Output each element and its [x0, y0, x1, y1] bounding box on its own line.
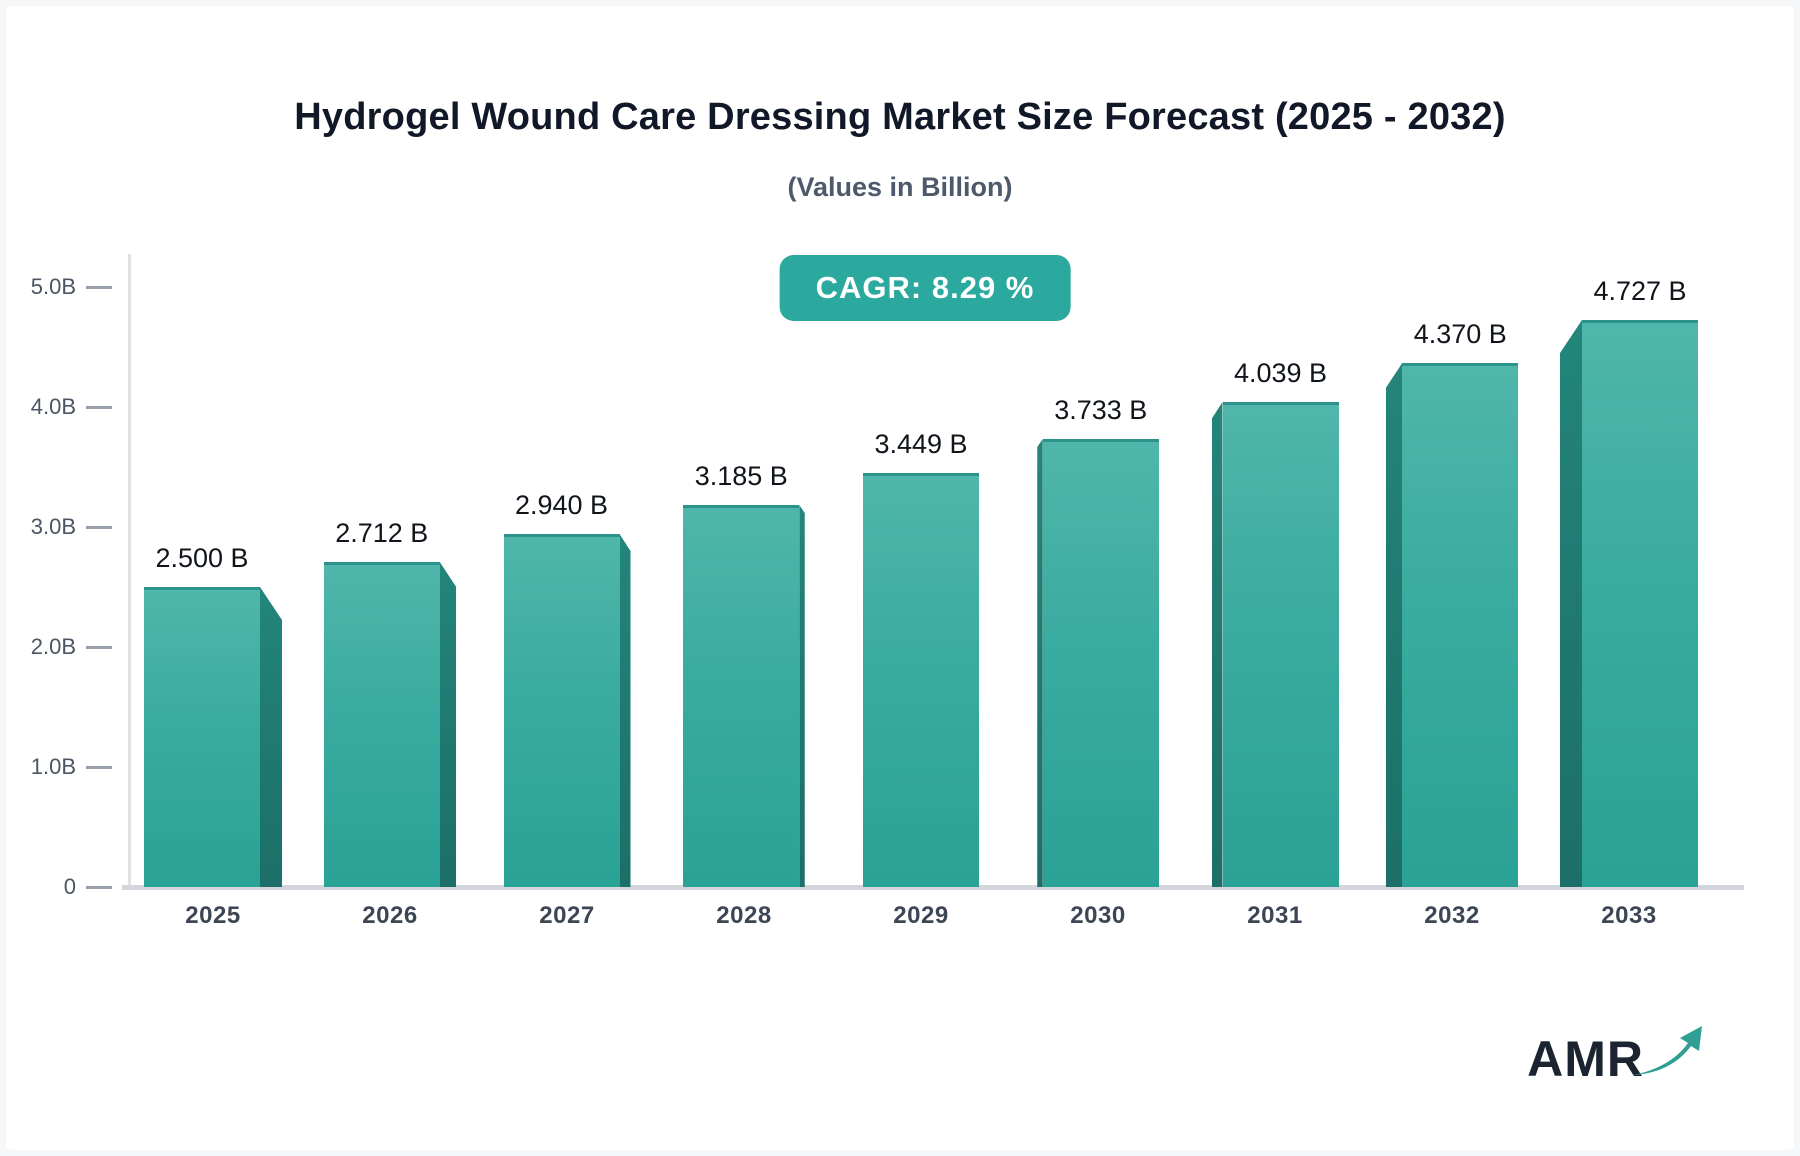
trend-up-arrow-icon	[1632, 1026, 1702, 1075]
bar-side-2030	[1037, 439, 1043, 887]
bar-side-2027	[619, 534, 631, 887]
chart-card: Hydrogel Wound Care Dressing Market Size…	[6, 6, 1794, 1150]
x-axis-label-2031: 2031	[1247, 902, 1303, 929]
x-axis-label-2027: 2027	[539, 902, 595, 929]
y-axis-tick-label: 1.0B	[30, 754, 76, 779]
y-axis-tick	[86, 405, 112, 409]
bar-value-label-2025: 2.500 B	[155, 543, 249, 573]
amr-logo-text: AMR	[1527, 1031, 1644, 1087]
bar-value-label-2029: 3.449 B	[874, 429, 968, 459]
bar-side-2031	[1211, 402, 1223, 887]
x-axis-baseline	[122, 885, 1744, 890]
y-axis-tick	[86, 645, 112, 649]
y-axis-tick-label: 3.0B	[30, 514, 76, 539]
bar-2032	[1402, 363, 1519, 887]
bar-value-label-2027: 2.940 B	[514, 490, 609, 520]
bar-value-label-2033: 4.727 B	[1593, 276, 1687, 306]
y-axis-tick	[86, 285, 112, 289]
bar-value-label-2031: 4.039 B	[1233, 358, 1328, 388]
bar-value-label-2026: 2.712 B	[335, 518, 429, 548]
bar-value-label-2030: 3.733 B	[1054, 395, 1148, 425]
x-axis-label-2026: 2026	[362, 902, 418, 929]
bar-value-label-2032: 4.370 B	[1413, 319, 1507, 349]
y-axis-tick-label: 2.0B	[30, 634, 76, 659]
y-axis-tick-label: 5.0B	[30, 274, 76, 299]
bar-2031	[1222, 402, 1339, 887]
y-axis-tick	[86, 525, 112, 529]
x-axis-label-2029: 2029	[893, 902, 949, 929]
x-axis-label-2032: 2032	[1424, 902, 1480, 929]
bar-2025	[144, 587, 260, 887]
bar-2026	[323, 562, 440, 887]
bar-2029	[863, 473, 979, 887]
chart-subtitle: (Values in Billion)	[787, 172, 1013, 202]
amr-logo: AMR	[1527, 1026, 1706, 1088]
bar-side-2025	[260, 587, 282, 887]
chart-title: Hydrogel Wound Care Dressing Market Size…	[294, 96, 1506, 138]
bar-value-label-2028: 3.185 B	[694, 461, 788, 491]
bar-side-2026	[439, 562, 457, 887]
y-axis-tick-label: 0	[63, 874, 76, 899]
y-axis-tick	[86, 885, 112, 889]
x-axis-label-2033: 2033	[1601, 902, 1657, 929]
x-axis-label-2025: 2025	[185, 902, 241, 929]
y-axis-line	[128, 254, 131, 887]
x-axis-label-2028: 2028	[716, 902, 772, 929]
x-axis-label-2030: 2030	[1070, 902, 1126, 929]
bar-2027	[503, 534, 620, 887]
bar-2028	[683, 505, 800, 887]
cagr-badge: CAGR: 8.29 %	[779, 255, 1071, 321]
bar-side-2032	[1385, 363, 1403, 887]
bar-side-2028	[799, 505, 805, 887]
y-axis-tick-label: 4.0B	[30, 394, 76, 419]
y-axis-tick	[86, 765, 112, 769]
bar-2033	[1582, 320, 1698, 887]
bar-side-2033	[1560, 320, 1582, 887]
bar-2030	[1042, 439, 1159, 887]
